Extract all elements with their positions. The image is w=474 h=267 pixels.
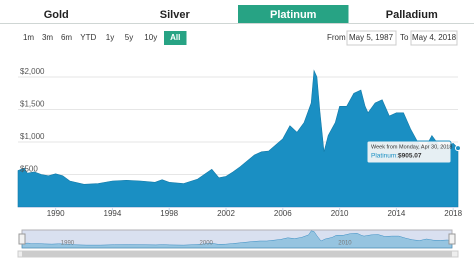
tooltip-header: Week from Monday, Apr 30, 2018: [371, 144, 452, 150]
to-date: May 4, 2018: [412, 33, 457, 42]
x-tick-label: 2006: [274, 209, 292, 218]
navigator-handle[interactable]: [448, 233, 456, 245]
range-label[interactable]: 5y: [125, 33, 133, 42]
range-label[interactable]: 3m: [42, 33, 53, 42]
range-active[interactable]: [164, 31, 187, 45]
tabs: Gold Silver Platinum Palladium: [44, 5, 438, 23]
x-tick-label: 2014: [387, 209, 405, 218]
navigator-label: 2010: [338, 241, 352, 247]
x-tick-label: 2002: [217, 209, 235, 218]
y-tick-label: $1,000: [20, 132, 45, 141]
range-buttons: 1m 3m 6m YTD 1y 5y 10y All: [23, 31, 187, 45]
range-label[interactable]: YTD: [80, 33, 96, 42]
to-label: To: [400, 33, 409, 42]
price-area: [17, 69, 459, 208]
hover-point: [455, 145, 461, 152]
x-tick-label: 2010: [331, 209, 349, 218]
navigator-label: 1990: [61, 241, 75, 247]
navigator-area: [21, 230, 453, 249]
range-label[interactable]: 1y: [106, 33, 114, 42]
range-label[interactable]: 10y: [144, 33, 157, 42]
from-date: May 5, 1987: [349, 33, 394, 42]
to-input[interactable]: [410, 30, 458, 46]
y-tick-label: $2,000: [20, 67, 45, 76]
from-label: From: [327, 33, 346, 42]
tab-label[interactable]: Platinum: [270, 9, 317, 21]
y-tick-label: $500: [20, 165, 38, 174]
from-input[interactable]: [346, 30, 397, 46]
tooltip-name: Platinum:: [371, 153, 398, 160]
range-label[interactable]: All: [170, 33, 180, 42]
range-label[interactable]: 6m: [61, 33, 72, 42]
y-tick-label: $1,500: [20, 100, 45, 109]
x-tick-label: 1994: [104, 209, 122, 218]
tooltip-value: $905.07: [398, 153, 422, 160]
tab-active[interactable]: [238, 5, 349, 23]
scrollbar-thumb[interactable]: [22, 251, 452, 257]
tab-label[interactable]: Silver: [160, 9, 191, 21]
plot: $500 $1,000 $1,500 $2,000 1990 1994 1998 2002 20…: [17, 67, 463, 258]
tooltip-box: [366, 140, 452, 164]
navigator-label: 2000: [200, 241, 214, 247]
navigator-handle[interactable]: [18, 233, 26, 245]
range-label[interactable]: 1m: [23, 33, 34, 42]
x-tick-label: 1990: [47, 209, 65, 218]
tab-label[interactable]: Palladium: [386, 9, 438, 21]
x-tick-label: 2018: [444, 209, 462, 218]
x-tick-label: 1998: [160, 209, 178, 218]
tab-label[interactable]: Gold: [44, 9, 69, 21]
